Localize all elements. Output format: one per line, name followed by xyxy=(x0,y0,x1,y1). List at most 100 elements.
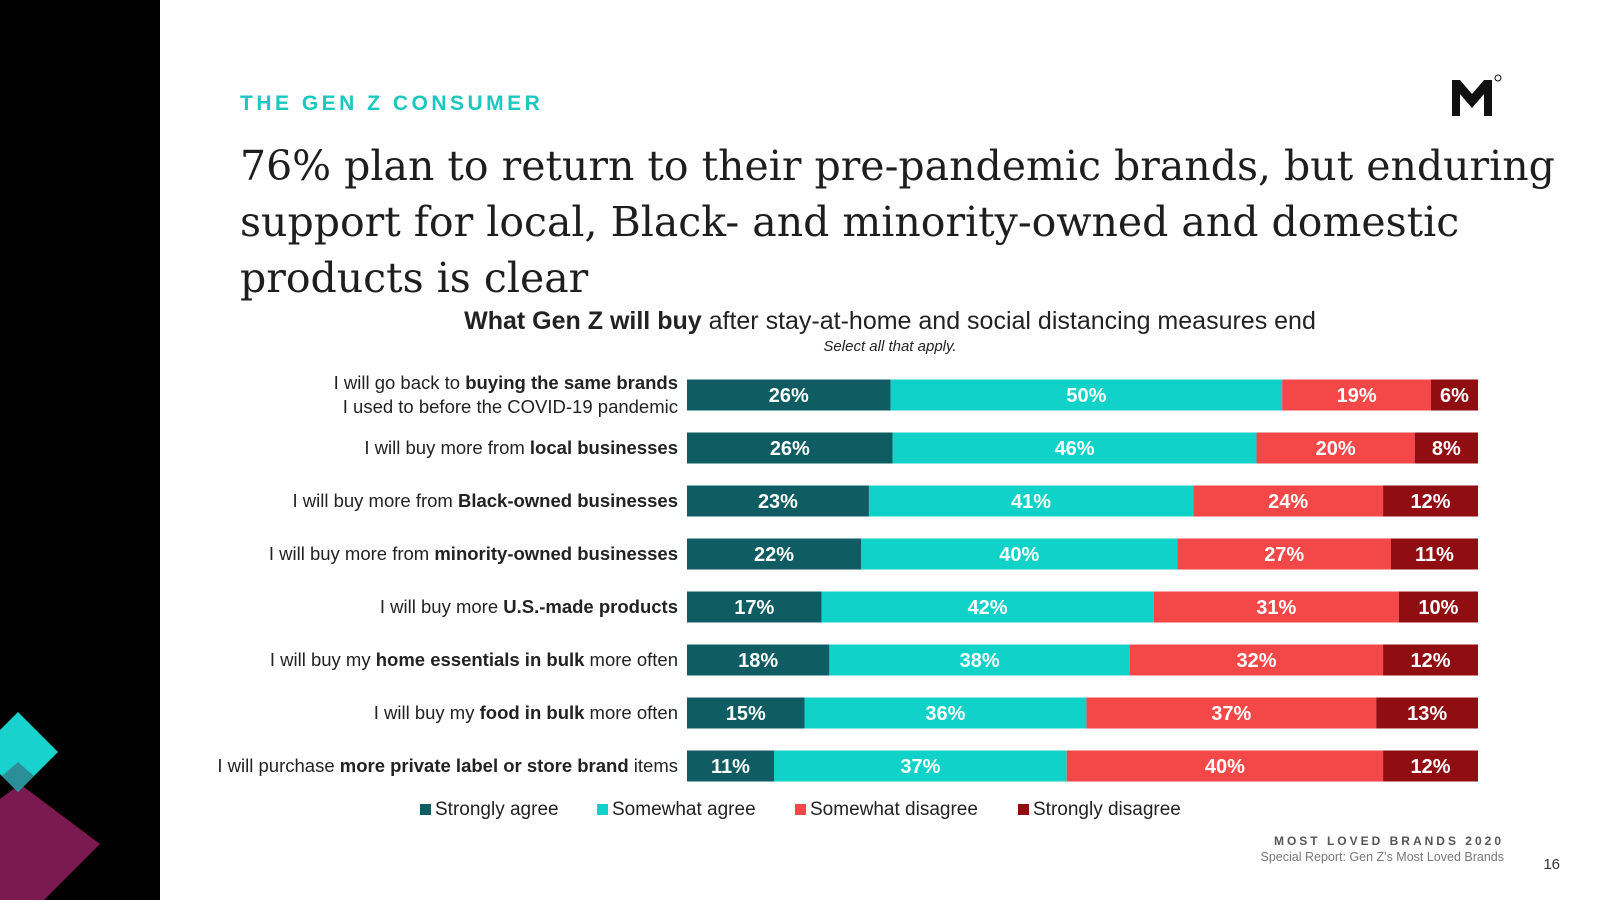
bar-segment xyxy=(1398,591,1478,623)
bar-value-label: 24% xyxy=(1268,491,1308,513)
bar-segment xyxy=(687,432,893,464)
decorative-diamonds xyxy=(0,712,100,900)
chart-title-bold: What Gen Z will buy xyxy=(464,307,702,335)
footer-subtitle: Special Report: Gen Z's Most Loved Brand… xyxy=(1260,850,1504,864)
category-label-run: items xyxy=(629,755,678,776)
bar-value-label: 20% xyxy=(1316,438,1356,460)
chart-title: What Gen Z will buy after stay-at-home a… xyxy=(420,307,1360,336)
category-label-run: more often xyxy=(584,649,678,670)
bar-segment xyxy=(1383,750,1478,782)
category-label-run: I used to before the COVID-19 pandemic xyxy=(343,396,678,417)
chart-subtitle: Select all that apply. xyxy=(823,338,957,355)
bar-value-label: 27% xyxy=(1264,544,1304,566)
category-label: I will buy my home essentials in bulk mo… xyxy=(270,649,678,670)
category-label-run: I will purchase xyxy=(217,755,339,776)
bar-value-label: 26% xyxy=(769,385,809,407)
bar-segment xyxy=(1129,644,1384,676)
page-title: 76% plan to return to their pre-pandemic… xyxy=(240,142,1555,302)
page-number: 16 xyxy=(1543,856,1560,873)
bar-value-label: 12% xyxy=(1411,650,1451,672)
overlap-diamond-shape xyxy=(2,762,34,792)
bar-value-label: 36% xyxy=(925,703,965,725)
bar-value-label: 32% xyxy=(1237,650,1277,672)
bar-segment xyxy=(687,697,805,729)
bar-segment xyxy=(1414,432,1478,464)
bar-segment xyxy=(890,379,1283,411)
category-label: I will purchase more private label or st… xyxy=(217,755,678,776)
brand-logo-icon xyxy=(1452,74,1502,116)
bar-value-label: 19% xyxy=(1337,385,1377,407)
bar-segment xyxy=(1431,379,1478,411)
bar-segment xyxy=(821,591,1154,623)
category-label-run: home essentials in bulk xyxy=(376,649,585,670)
bar-segment xyxy=(1256,432,1415,464)
bar-segment xyxy=(804,697,1087,729)
bar-value-label: 37% xyxy=(900,756,940,778)
bar-value-label: 40% xyxy=(1205,756,1245,778)
chart-title-rest: after stay-at-home and social distancing… xyxy=(708,307,1316,335)
bar-value-label: 12% xyxy=(1411,491,1451,513)
bar-value-label: 41% xyxy=(1011,491,1051,513)
legend-label: Strongly agree xyxy=(435,799,559,820)
category-label-run: I will buy more from xyxy=(269,543,435,564)
bar-segment xyxy=(892,432,1257,464)
bar-segment xyxy=(687,644,830,676)
bar-segment xyxy=(1383,485,1478,517)
category-label-run: buying the same brands xyxy=(465,372,678,393)
category-label-run: more private label or store brand xyxy=(340,755,629,776)
category-label: I used to before the COVID-19 pandemic xyxy=(343,396,678,417)
bar-value-label: 50% xyxy=(1066,385,1106,407)
sidebar-panel xyxy=(0,0,160,900)
bar-value-label: 6% xyxy=(1440,385,1469,407)
legend-swatch xyxy=(795,804,806,815)
bar-value-label: 38% xyxy=(960,650,1000,672)
bar-segment xyxy=(1390,538,1478,570)
category-label: I will buy my food in bulk more often xyxy=(374,702,678,723)
bar-segment xyxy=(687,538,862,570)
bar-value-label: 40% xyxy=(999,544,1039,566)
bar-segment xyxy=(868,485,1194,517)
category-label: I will buy more from local businesses xyxy=(364,437,678,458)
bar-value-label: 42% xyxy=(968,597,1008,619)
category-label-run: I will buy my xyxy=(270,649,376,670)
bar-value-label: 26% xyxy=(770,438,810,460)
bar-value-label: 37% xyxy=(1211,703,1251,725)
bar-segment xyxy=(1376,697,1478,729)
bar-segment xyxy=(1193,485,1384,517)
bar-segment xyxy=(829,644,1130,676)
category-label-run: minority-owned businesses xyxy=(434,543,678,564)
bar-segment xyxy=(1177,538,1391,570)
category-label: I will buy more U.S.-made products xyxy=(380,596,678,617)
bar-segment xyxy=(1086,697,1377,729)
bar-value-label: 11% xyxy=(1415,544,1454,566)
bar-value-label: 8% xyxy=(1432,438,1461,460)
legend-label: Somewhat disagree xyxy=(810,799,978,820)
bar-value-label: 13% xyxy=(1407,703,1447,725)
category-label-run: Black-owned businesses xyxy=(458,490,678,511)
category-label-run: I will buy more from xyxy=(364,437,530,458)
legend-swatch xyxy=(1018,804,1029,815)
footer-brand: MOST LOVED BRANDS 2020 xyxy=(1273,834,1504,848)
legend-label: Strongly disagree xyxy=(1033,799,1181,820)
bar-value-label: 31% xyxy=(1256,597,1296,619)
bar-value-label: 10% xyxy=(1418,597,1458,619)
bar-segment xyxy=(687,591,822,623)
bar-segment xyxy=(774,750,1067,782)
bar-value-label: 22% xyxy=(754,544,794,566)
legend-swatch xyxy=(597,804,608,815)
bar-segment xyxy=(861,538,1178,570)
category-label-run: I will buy more xyxy=(380,596,503,617)
category-label-run: I will go back to xyxy=(334,372,466,393)
bar-segment xyxy=(1066,750,1384,782)
bar-value-label: 11% xyxy=(711,756,750,778)
bar-value-label: 23% xyxy=(758,491,798,513)
legend-label: Somewhat agree xyxy=(612,799,756,820)
bar-segment xyxy=(687,485,869,517)
category-label-run: I will buy my xyxy=(374,702,480,723)
category-label-run: local businesses xyxy=(530,437,678,458)
bar-segment xyxy=(1383,644,1478,676)
bar-value-label: 46% xyxy=(1055,438,1095,460)
section-label: THE GEN Z CONSUMER xyxy=(240,92,544,115)
bar-segment xyxy=(1153,591,1399,623)
